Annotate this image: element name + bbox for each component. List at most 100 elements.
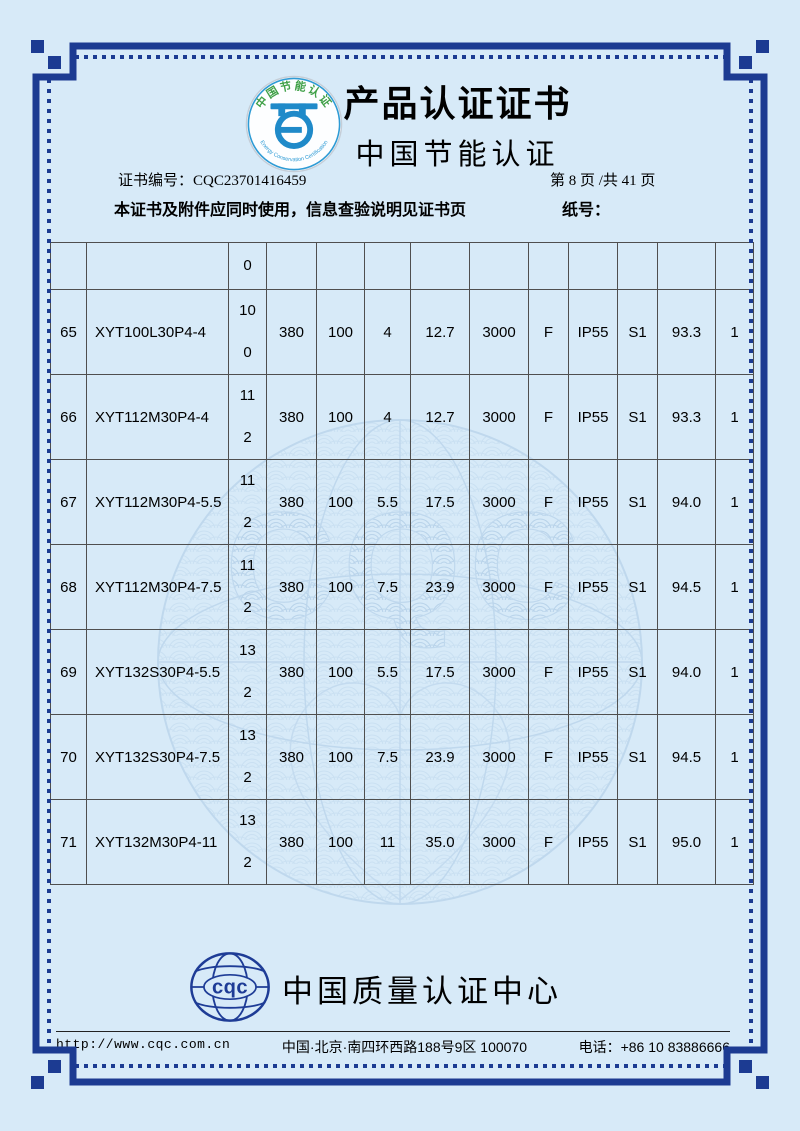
table-cell bbox=[617, 242, 658, 290]
table-cell: 3000 bbox=[469, 629, 529, 715]
table-cell: 1 bbox=[715, 629, 754, 715]
table-cell: 380 bbox=[266, 459, 317, 545]
table-cell: IP55 bbox=[568, 714, 618, 800]
table-cell: 68 bbox=[50, 544, 87, 630]
table-cell: 11 bbox=[364, 799, 411, 885]
title-block: 产品认证证书 中国节能认证 bbox=[285, 82, 630, 173]
table-cell bbox=[316, 242, 365, 290]
table-cell: 23.9 bbox=[410, 714, 470, 800]
table-cell bbox=[715, 242, 754, 290]
footer-contact-row: http://www.cqc.com.cn 中国·北京·南四环西路188号9区 … bbox=[56, 1037, 730, 1057]
table-cell: 1 bbox=[715, 799, 754, 885]
table-cell: 100 bbox=[316, 374, 365, 460]
table-cell: 94.0 bbox=[657, 629, 716, 715]
table-cell: 1 bbox=[715, 374, 754, 460]
table-cell bbox=[266, 242, 317, 290]
table-cell: 94.5 bbox=[657, 544, 716, 630]
table-cell bbox=[50, 242, 87, 290]
table-cell: 3000 bbox=[469, 799, 529, 885]
table-cell: 17.5 bbox=[410, 629, 470, 715]
table-cell: 7.5 bbox=[364, 544, 411, 630]
table-cell: 65 bbox=[50, 289, 87, 375]
table-row: 68 XYT112M30P4-7.5 11 2 380 100 7.5 23.9 3000 F I… bbox=[50, 544, 754, 630]
table-cell: 12.7 bbox=[410, 289, 470, 375]
table-cell: F bbox=[528, 714, 569, 800]
table-cell: 1 bbox=[715, 289, 754, 375]
table-cell: 1 bbox=[715, 544, 754, 630]
table-cell bbox=[469, 242, 529, 290]
usage-notice: 本证书及附件应同时使用，信息查验说明见证书页 bbox=[114, 202, 467, 219]
table-cell bbox=[568, 242, 618, 290]
table-cell: 100 bbox=[316, 544, 365, 630]
table-cell: 4 bbox=[364, 289, 411, 375]
certification-table: 0 65 XYT100L30P4-4 10 0 380 100 4 12.7 3000 F IP55… bbox=[50, 242, 754, 885]
table-row: 65 XYT100L30P4-4 10 0 380 100 4 12.7 3000 F IP55 S… bbox=[50, 289, 754, 375]
table-cell: 3000 bbox=[469, 374, 529, 460]
table-cell: 3000 bbox=[469, 544, 529, 630]
cert-number-value: CQC23701416459 bbox=[193, 173, 307, 189]
table-cell: S1 bbox=[617, 799, 658, 885]
table-cell: 100 bbox=[316, 289, 365, 375]
table-cell: 380 bbox=[266, 374, 317, 460]
table-cell: 12.7 bbox=[410, 374, 470, 460]
table-cell: 17.5 bbox=[410, 459, 470, 545]
cert-table-body: 0 65 XYT100L30P4-4 10 0 380 100 4 12.7 3000 F IP55… bbox=[50, 242, 754, 885]
table-cell: 13 2 bbox=[228, 629, 267, 715]
table-cell: XYT132S30P4-5.5 bbox=[86, 629, 229, 715]
table-cell: S1 bbox=[617, 714, 658, 800]
table-cell: S1 bbox=[617, 459, 658, 545]
table-cell: F bbox=[528, 459, 569, 545]
table-cell: 380 bbox=[266, 289, 317, 375]
footer-url: http://www.cqc.com.cn bbox=[56, 1037, 231, 1052]
table-cell: 380 bbox=[266, 629, 317, 715]
table-cell bbox=[410, 242, 470, 290]
table-cell: 5.5 bbox=[364, 629, 411, 715]
table-cell: 3000 bbox=[469, 289, 529, 375]
table-cell: XYT132M30P4-11 bbox=[86, 799, 229, 885]
table-cell: S1 bbox=[617, 289, 658, 375]
certificate-number-line: 证书编号：CQC23701416459 第 8 页 /共 41 页 bbox=[118, 169, 748, 190]
table-cell: IP55 bbox=[568, 459, 618, 545]
table-cell: 1 bbox=[715, 459, 754, 545]
table-cell: S1 bbox=[617, 374, 658, 460]
table-cell: 13 2 bbox=[228, 714, 267, 800]
table-cell: 70 bbox=[50, 714, 87, 800]
page-subtitle: 中国节能认证 bbox=[355, 139, 560, 172]
table-cell bbox=[86, 242, 229, 290]
cqc-logo-icon: cqc bbox=[190, 952, 270, 1022]
footer-address: 中国·北京·南四环西路188号9区 100070 bbox=[281, 1039, 527, 1055]
table-cell: IP55 bbox=[568, 799, 618, 885]
table-cell: 71 bbox=[50, 799, 87, 885]
footer-phone: 电话：+86 10 83886666 bbox=[578, 1039, 730, 1055]
table-row: 71 XYT132M30P4-11 13 2 380 100 11 35.0 3000 F IP5… bbox=[50, 799, 754, 885]
table-cell: 380 bbox=[266, 799, 317, 885]
table-cell: F bbox=[528, 629, 569, 715]
table-cell: XYT100L30P4-4 bbox=[86, 289, 229, 375]
table-cell: IP55 bbox=[568, 374, 618, 460]
table-cell: 5.5 bbox=[364, 459, 411, 545]
table-row: 70 XYT132S30P4-7.5 13 2 380 100 7.5 23.9 3000 F I… bbox=[50, 714, 754, 800]
table-row: 66 XYT112M30P4-4 11 2 380 100 4 12.7 3000 F IP55 S… bbox=[50, 374, 754, 460]
cert-number-label: 证书编号： bbox=[118, 173, 194, 189]
table-cell: F bbox=[528, 544, 569, 630]
page-indicator: 第 8 页 /共 41 页 bbox=[550, 173, 656, 189]
table-cell: 100 bbox=[316, 629, 365, 715]
table-cell: 69 bbox=[50, 629, 87, 715]
table-cell: 100 bbox=[316, 459, 365, 545]
table-cell: 3000 bbox=[469, 714, 529, 800]
table-cell: 10 0 bbox=[228, 289, 267, 375]
table-cell: 13 2 bbox=[228, 799, 267, 885]
table-cell: 23.9 bbox=[410, 544, 470, 630]
table-cell: 4 bbox=[364, 374, 411, 460]
table-cell: 380 bbox=[266, 544, 317, 630]
org-name: 中国质量认证中心 bbox=[282, 974, 562, 1009]
table-cell: 66 bbox=[50, 374, 87, 460]
table-cell: IP55 bbox=[568, 629, 618, 715]
table-cell: 11 2 bbox=[228, 459, 267, 545]
table-cell: F bbox=[528, 799, 569, 885]
table-cell bbox=[528, 242, 569, 290]
table-cell: 1 bbox=[715, 714, 754, 800]
table-cell: 380 bbox=[266, 714, 317, 800]
table-cell: F bbox=[528, 374, 569, 460]
